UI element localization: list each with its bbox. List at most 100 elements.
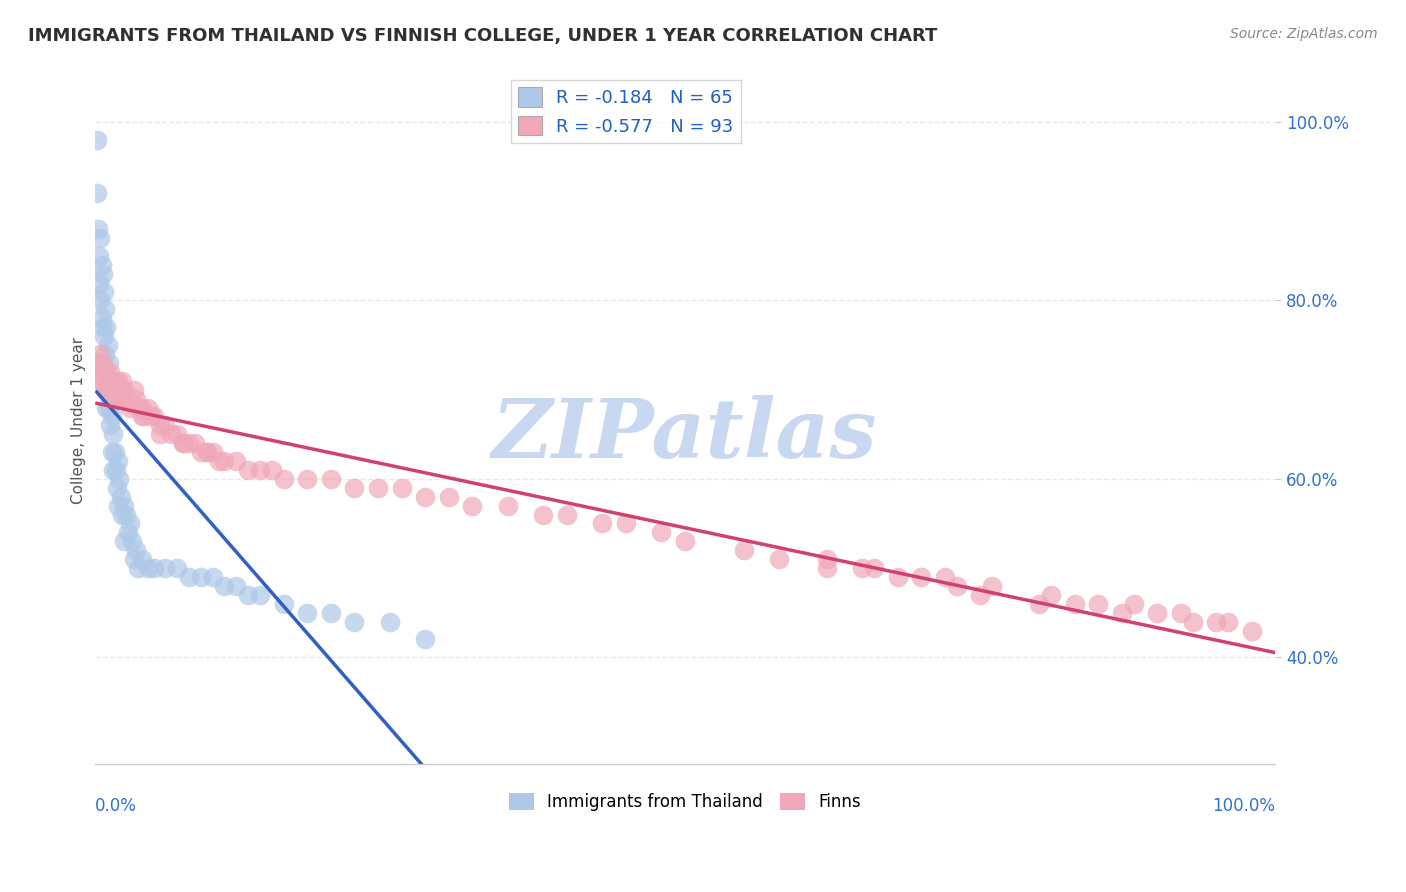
Point (214, 454, 236, 468)
Point (1122, 597, 1144, 611)
Point (90, 258, 112, 272)
Point (87, 374, 110, 388)
Point (201, 445, 224, 459)
Point (172, 436, 194, 450)
Legend: R = -0.184   N = 65, R = -0.577   N = 93: R = -0.184 N = 65, R = -0.577 N = 93 (512, 79, 741, 143)
Point (1146, 606, 1168, 620)
Point (343, 481, 366, 495)
Point (531, 508, 554, 522)
Point (166, 561, 188, 575)
Point (94, 383, 117, 397)
Point (103, 463, 125, 477)
Point (110, 490, 132, 504)
Point (90, 374, 112, 388)
Point (160, 427, 183, 442)
Point (91, 356, 114, 370)
Point (249, 588, 271, 602)
Point (93, 365, 115, 379)
Point (89, 249, 111, 263)
Point (104, 383, 127, 397)
Point (112, 499, 135, 513)
Text: ZIPatlas: ZIPatlas (492, 394, 877, 475)
Point (105, 392, 128, 406)
Point (886, 570, 908, 584)
Point (104, 374, 127, 388)
Point (496, 499, 519, 513)
Point (103, 392, 125, 406)
Point (111, 374, 134, 388)
Point (195, 445, 218, 459)
Point (110, 392, 132, 406)
Point (225, 579, 247, 593)
Point (1181, 615, 1204, 629)
Text: 100.0%: 100.0% (1212, 797, 1275, 814)
Point (89, 293, 111, 308)
Point (100, 392, 122, 406)
Point (319, 606, 342, 620)
Point (108, 383, 131, 397)
Point (117, 525, 139, 540)
Point (155, 418, 177, 433)
Point (101, 409, 124, 424)
Point (108, 472, 131, 486)
Point (155, 561, 177, 575)
Point (142, 561, 165, 575)
Point (96, 365, 118, 379)
Point (122, 552, 145, 566)
Point (461, 499, 484, 513)
Point (101, 383, 124, 397)
Point (115, 508, 138, 522)
Point (249, 463, 271, 477)
Point (131, 552, 153, 566)
Point (89, 231, 111, 245)
Point (1170, 606, 1192, 620)
Point (136, 401, 159, 415)
Point (141, 409, 163, 424)
Point (96, 401, 118, 415)
Point (260, 463, 283, 477)
Point (177, 570, 200, 584)
Point (236, 463, 259, 477)
Point (98, 374, 121, 388)
Text: Source: ZipAtlas.com: Source: ZipAtlas.com (1230, 27, 1378, 41)
Point (87, 222, 110, 236)
Point (733, 543, 755, 558)
Point (86, 356, 108, 370)
Point (273, 472, 295, 486)
Point (1111, 606, 1133, 620)
Point (125, 543, 148, 558)
Point (1205, 615, 1227, 629)
Point (391, 481, 413, 495)
Point (1028, 597, 1050, 611)
Point (131, 409, 153, 424)
Point (343, 615, 366, 629)
Point (148, 418, 170, 433)
Point (591, 516, 613, 531)
Point (97, 401, 120, 415)
Point (98, 418, 121, 433)
Point (97, 383, 120, 397)
Point (94, 347, 117, 361)
Point (94, 302, 117, 317)
Point (86, 133, 108, 147)
Point (969, 588, 991, 602)
Point (136, 561, 159, 575)
Point (89, 347, 111, 361)
Point (90, 311, 112, 326)
Point (93, 285, 115, 299)
Point (1063, 597, 1085, 611)
Point (103, 427, 125, 442)
Point (295, 606, 318, 620)
Point (104, 445, 127, 459)
Point (112, 534, 135, 549)
Point (111, 508, 134, 522)
Point (934, 570, 956, 584)
Point (118, 401, 141, 415)
Point (89, 276, 111, 290)
Point (1240, 624, 1263, 638)
Point (91, 320, 114, 334)
Point (172, 436, 194, 450)
Point (863, 561, 886, 575)
Point (319, 472, 342, 486)
Point (236, 588, 259, 602)
